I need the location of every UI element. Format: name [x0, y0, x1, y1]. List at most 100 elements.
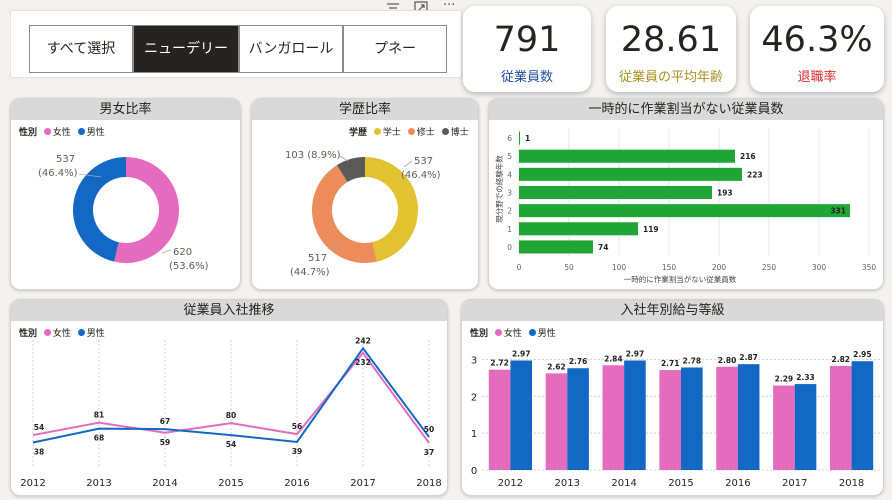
y-tick-label: 0	[471, 466, 477, 477]
data-label-pct: (46.4%)	[401, 170, 441, 181]
gender-donut-chart: 537 (46.4%) 620 (53.6%)	[38, 154, 209, 272]
kpi-average-age: 28.61 従業員の平均年齢	[606, 6, 736, 92]
data-label: 1	[525, 134, 530, 143]
donut-slice-master	[312, 165, 377, 263]
doctor-dot-icon	[441, 128, 449, 135]
card-title: 入社年別給与等級	[462, 300, 883, 321]
data-label: 2.87	[739, 353, 758, 362]
x-tick-label: 2012	[20, 478, 45, 489]
bar-female	[545, 373, 568, 470]
data-label-male: 67	[160, 417, 170, 426]
legend: 学歴 学士 修士 博士	[349, 125, 469, 138]
bar	[519, 240, 593, 254]
data-label-female: 59	[160, 438, 170, 447]
legend-master: 修士	[416, 128, 435, 138]
data-label-male: 68	[94, 434, 104, 443]
y-tick-label: 0	[507, 243, 512, 252]
bar	[519, 222, 638, 236]
y-axis-title: 現分野での経験年数	[494, 155, 504, 223]
x-tick-label: 2016	[725, 478, 750, 489]
bench-bar-chart: 0 50 100 150 200 250 300 350 6 1 5 216 4 223 3 193 2 331 1…	[494, 129, 877, 284]
card-title: 従業員入社推移	[11, 300, 447, 321]
legend-title: 学歴	[349, 128, 368, 138]
slicer-item-new-delhi[interactable]: ニューデリー	[133, 25, 239, 73]
legend-title: 性別	[19, 329, 38, 339]
data-label-count: 620	[173, 247, 192, 258]
female-dot-icon	[43, 329, 51, 336]
data-label: 2.84	[604, 354, 623, 363]
y-tick-label: 4	[507, 170, 512, 179]
data-label-female: 56	[292, 422, 302, 431]
x-tick-label: 2015	[668, 478, 693, 489]
kpi-value: 28.61	[620, 20, 722, 60]
x-tick-label: 350	[862, 263, 877, 272]
legend: 性別 女性 男性	[19, 125, 105, 138]
salary-grade-card: 入社年別給与等級 性別 女性 男性 0 1 2 3 2.72 2.97 2012 2.62 2.…	[461, 299, 884, 496]
bar-female	[488, 369, 511, 470]
legend-female: 女性	[52, 128, 71, 138]
data-label-male: 38	[34, 447, 44, 456]
y-tick-label: 3	[471, 355, 477, 366]
legend: 性別 女性 男性	[470, 326, 556, 339]
data-label-female: 80	[226, 411, 236, 420]
kpi-employee-count: 791 従業員数	[463, 6, 591, 92]
hiring-line-chart: 2012 2013 2014 2015 2016 2017 2018 54 38 81 68 59 67…	[20, 336, 441, 489]
x-tick-label: 2013	[555, 478, 580, 489]
x-tick-label: 50	[564, 263, 574, 272]
data-label-count: 517	[308, 253, 327, 264]
data-label: 2.33	[796, 373, 815, 382]
bar-male	[567, 368, 589, 470]
bar-male	[794, 384, 817, 470]
data-label-male: 39	[292, 447, 302, 456]
bar-female	[659, 370, 681, 470]
legend: 性別 女性 男性	[19, 326, 105, 339]
data-label-male: 50	[424, 425, 434, 434]
y-tick-label: 5	[507, 152, 512, 161]
male-dot-icon	[528, 329, 536, 336]
bar-male	[681, 367, 703, 470]
card-title: 学歴比率	[252, 99, 478, 120]
x-tick-label: 2017	[350, 478, 375, 489]
bar	[519, 149, 735, 163]
data-label-pct: (46.4%)	[38, 168, 78, 179]
y-tick-label: 1	[471, 429, 477, 440]
data-label: 2.78	[683, 356, 702, 365]
x-tick-label: 150	[662, 263, 677, 272]
kpi-label: 従業員数	[500, 70, 553, 85]
donut-slice-female	[114, 157, 180, 263]
x-tick-label: 200	[712, 263, 727, 272]
line-female	[32, 351, 430, 444]
data-label-female: 81	[94, 411, 104, 420]
data-label: 2.72	[490, 359, 509, 368]
data-label-female: 54	[34, 423, 44, 432]
data-label-count: 537	[414, 156, 433, 167]
slicer-item-pune[interactable]: プネー	[343, 25, 447, 73]
data-label-count: 537	[56, 154, 75, 165]
bar	[519, 185, 712, 200]
legend-title: 性別	[19, 128, 38, 138]
data-label: 2.97	[626, 349, 645, 358]
bar-male	[737, 364, 760, 470]
female-dot-icon	[43, 128, 51, 135]
legend-male: 男性	[86, 329, 105, 339]
legend-male: 男性	[537, 329, 556, 339]
data-label-female: 37	[424, 448, 434, 457]
data-label-doctor: 103 (8.9%)	[285, 150, 341, 161]
data-label: 119	[643, 225, 659, 234]
legend-female: 女性	[503, 329, 522, 339]
data-label: 193	[717, 189, 733, 198]
x-tick-label: 2018	[416, 478, 441, 489]
slicer-item-select-all[interactable]: すべて選択	[29, 25, 133, 73]
master-dot-icon	[407, 128, 415, 135]
y-tick-label: 2	[471, 392, 477, 403]
data-label: 2.62	[547, 362, 566, 371]
card-title: 男女比率	[11, 99, 240, 120]
x-tick-label: 250	[762, 263, 777, 272]
x-tick-label: 300	[812, 263, 827, 272]
bar	[519, 204, 850, 218]
data-label: 223	[747, 170, 763, 179]
more-options-icon[interactable]: ···	[443, 0, 456, 13]
male-dot-icon	[77, 128, 85, 135]
slicer-item-bangalore[interactable]: バンガロール	[239, 25, 343, 73]
